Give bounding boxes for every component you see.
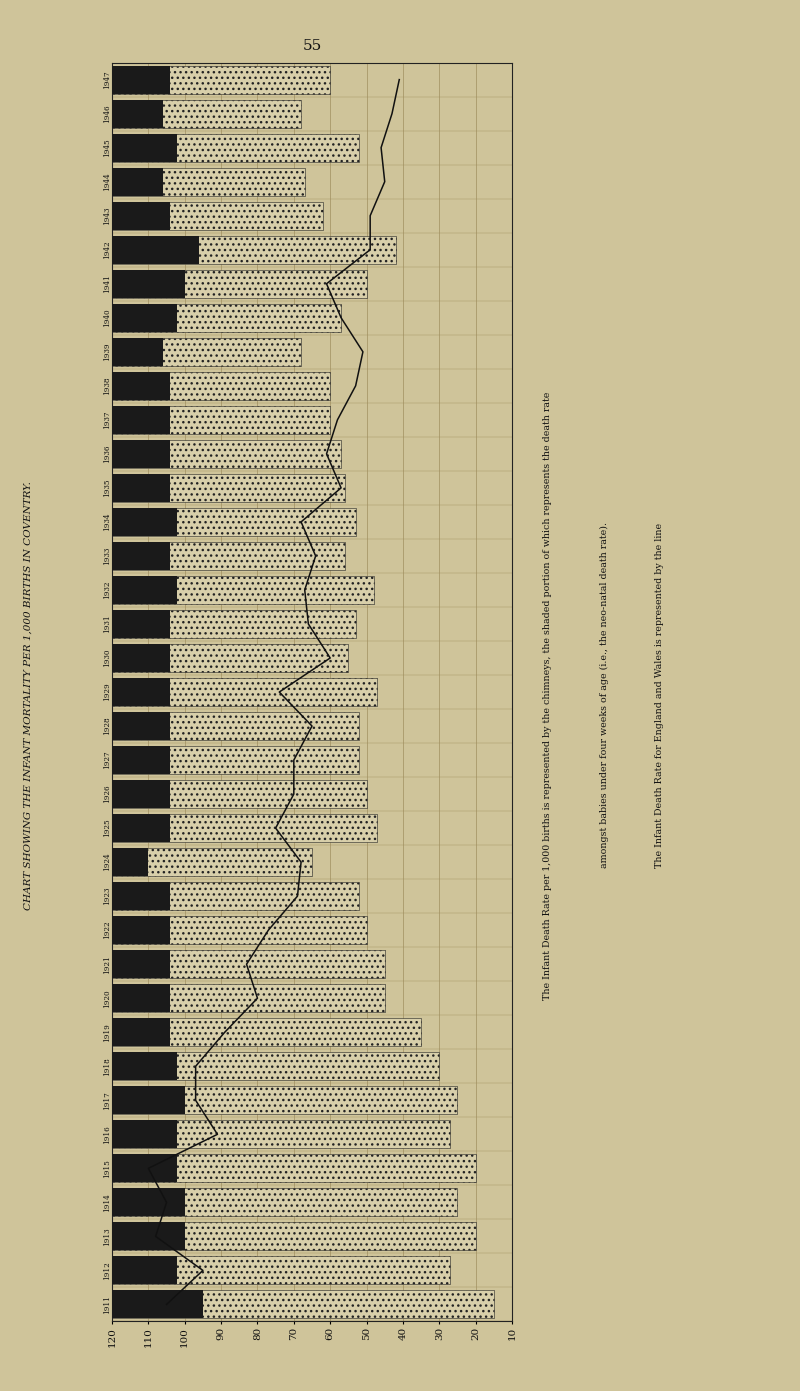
Bar: [112, 1291, 494, 1319]
Bar: [112, 677, 170, 707]
Bar: [112, 65, 170, 93]
Bar: [112, 1223, 476, 1251]
Bar: [112, 985, 170, 1013]
Bar: [112, 168, 305, 196]
Text: amongst babies under four weeks of age (i.e., the neo-natal death rate).: amongst babies under four weeks of age (…: [599, 523, 609, 868]
Bar: [112, 406, 170, 434]
Bar: [112, 440, 341, 467]
Bar: [112, 950, 170, 978]
Bar: [112, 611, 356, 638]
Bar: [112, 780, 170, 808]
Bar: [112, 849, 312, 876]
Bar: [112, 542, 170, 570]
Bar: [112, 202, 170, 230]
Bar: [112, 917, 170, 944]
Text: CHART SHOWING THE INFANT MORTALITY PER 1,000 BIRTHS IN COVENTRY.: CHART SHOWING THE INFANT MORTALITY PER 1…: [23, 481, 33, 910]
Bar: [112, 338, 301, 366]
Bar: [112, 1188, 458, 1216]
Text: The Infant Death Rate per 1,000 births is represented by the chimneys, the shade: The Infant Death Rate per 1,000 births i…: [543, 391, 553, 1000]
Bar: [112, 474, 170, 502]
Bar: [112, 542, 345, 570]
Bar: [112, 406, 330, 434]
Bar: [112, 440, 170, 467]
Bar: [112, 134, 178, 161]
Bar: [112, 270, 185, 298]
Bar: [112, 950, 385, 978]
Bar: [112, 644, 170, 672]
Bar: [112, 712, 170, 740]
Bar: [112, 235, 199, 264]
Bar: [112, 371, 330, 399]
Bar: [112, 270, 366, 298]
Bar: [112, 814, 378, 842]
Bar: [112, 1256, 178, 1284]
Bar: [112, 303, 341, 331]
Bar: [112, 849, 148, 876]
Bar: [112, 508, 356, 536]
Bar: [112, 168, 163, 196]
Bar: [112, 746, 170, 773]
Bar: [112, 1188, 185, 1216]
Bar: [112, 611, 170, 638]
Bar: [112, 65, 330, 93]
Bar: [112, 576, 374, 604]
Bar: [112, 1256, 450, 1284]
Bar: [112, 882, 359, 910]
Bar: [112, 576, 178, 604]
Bar: [112, 677, 378, 707]
Bar: [112, 303, 178, 331]
Bar: [112, 1018, 421, 1046]
Bar: [112, 1291, 203, 1319]
Bar: [112, 1086, 458, 1114]
Bar: [112, 1086, 185, 1114]
Bar: [112, 371, 170, 399]
Bar: [112, 712, 359, 740]
Bar: [112, 474, 345, 502]
Bar: [112, 644, 348, 672]
Text: The Infant Death Rate for England and Wales is represented by the line: The Infant Death Rate for England and Wa…: [655, 523, 665, 868]
Bar: [112, 100, 301, 128]
Bar: [112, 1018, 170, 1046]
Bar: [112, 1120, 178, 1149]
Bar: [112, 1155, 476, 1182]
Bar: [112, 1223, 185, 1251]
Bar: [112, 985, 385, 1013]
Bar: [112, 338, 163, 366]
Bar: [112, 1120, 450, 1149]
Bar: [112, 746, 359, 773]
Bar: [112, 1053, 439, 1081]
Bar: [112, 917, 366, 944]
Bar: [112, 202, 323, 230]
Bar: [112, 235, 396, 264]
Text: 55: 55: [302, 39, 322, 53]
Bar: [112, 814, 170, 842]
Bar: [112, 780, 366, 808]
Bar: [112, 134, 359, 161]
Bar: [112, 882, 170, 910]
Bar: [112, 508, 178, 536]
Bar: [112, 1053, 178, 1081]
Bar: [112, 100, 163, 128]
Bar: [112, 1155, 178, 1182]
